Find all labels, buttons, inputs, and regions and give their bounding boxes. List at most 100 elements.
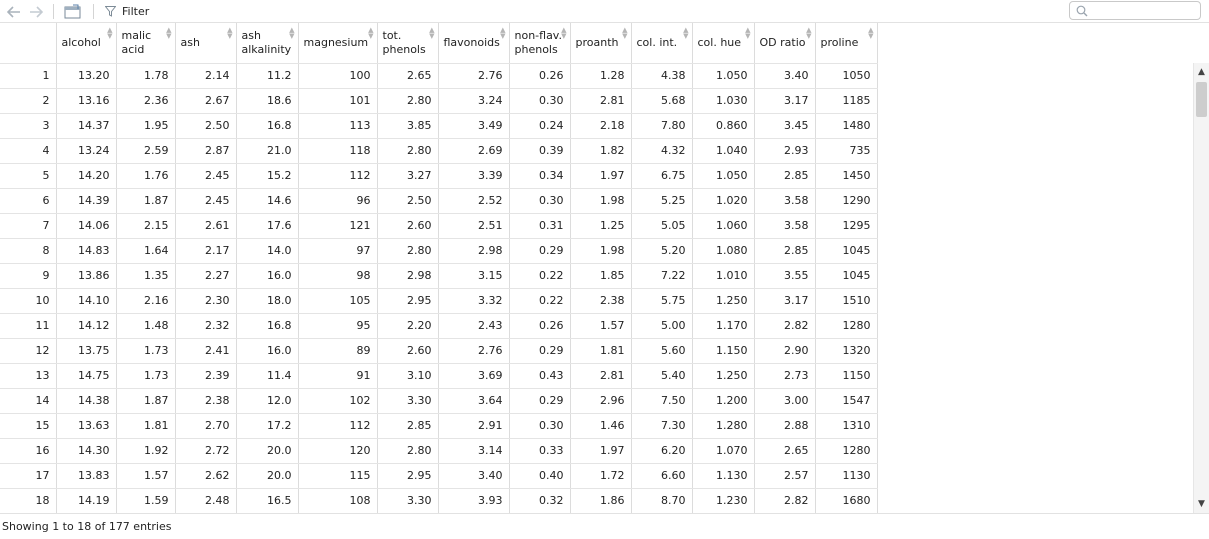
table-cell: 1.97 <box>570 438 632 464</box>
table-cell: 3.40 <box>438 463 510 489</box>
table-cell: 1050 <box>815 63 878 89</box>
column-header[interactable]: proanth ▲ ▼ <box>570 23 632 64</box>
table-cell: 2.43 <box>438 313 510 339</box>
table-cell: 1.010 <box>692 263 755 289</box>
table-cell: 0.22 <box>509 263 571 289</box>
table-cell: 5.00 <box>631 313 693 339</box>
table-cell: 735 <box>815 138 878 164</box>
sort-arrows-icon[interactable]: ▲ ▼ <box>166 26 172 40</box>
table-cell: 5.75 <box>631 288 693 314</box>
sort-arrows-icon[interactable]: ▲ ▼ <box>227 26 233 40</box>
table-row[interactable]: 6 14.39 1.87 2.45 14.6 96 2.50 2.52 0.30 1.98 5.25… <box>0 188 878 214</box>
column-header[interactable]: magnesium ▲ ▼ <box>298 23 378 64</box>
column-header[interactable]: ash ▲ ▼ <box>175 23 237 64</box>
table-cell: 3.30 <box>377 388 439 414</box>
table-cell: 2.20 <box>377 313 439 339</box>
column-header-label: proanth <box>575 35 619 49</box>
row-number: 1 <box>0 63 57 89</box>
search-box[interactable] <box>1069 1 1201 20</box>
table-cell: 1295 <box>815 213 878 239</box>
sort-arrows-icon[interactable]: ▲ ▼ <box>107 26 113 40</box>
table-cell: 2.15 <box>116 213 176 239</box>
table-cell: 2.41 <box>175 338 237 364</box>
column-header[interactable]: ash alkalinity ▲ ▼ <box>236 23 299 64</box>
column-header[interactable]: col. int. ▲ ▼ <box>631 23 693 64</box>
table-row[interactable]: 4 13.24 2.59 2.87 21.0 118 2.80 2.69 0.39 1.82 4.3… <box>0 138 878 164</box>
table-cell: 112 <box>298 413 378 439</box>
table-row[interactable]: 5 14.20 1.76 2.45 15.2 112 3.27 3.39 0.34 1.97 6.7… <box>0 163 878 189</box>
column-header[interactable]: malic acid ▲ ▼ <box>116 23 176 64</box>
table-cell: 5.40 <box>631 363 693 389</box>
table-cell: 20.0 <box>236 463 299 489</box>
table-cell: 17.6 <box>236 213 299 239</box>
table-cell: 3.15 <box>438 263 510 289</box>
table-row[interactable]: 17 13.83 1.57 2.62 20.0 115 2.95 3.40 0.40 1.72 6.… <box>0 463 878 489</box>
table-cell: 2.50 <box>377 188 439 214</box>
table-cell: 2.95 <box>377 463 439 489</box>
table-row[interactable]: 11 14.12 1.48 2.32 16.8 95 2.20 2.43 0.26 1.57 5.0… <box>0 313 878 339</box>
table-row[interactable]: 9 13.86 1.35 2.27 16.0 98 2.98 3.15 0.22 1.85 7.22… <box>0 263 878 289</box>
table-row[interactable]: 8 14.83 1.64 2.17 14.0 97 2.80 2.98 0.29 1.98 5.20… <box>0 238 878 264</box>
sort-arrows-icon[interactable]: ▲ ▼ <box>622 26 628 40</box>
sort-arrows-icon[interactable]: ▲ ▼ <box>745 26 751 40</box>
table-cell: 1130 <box>815 463 878 489</box>
table-row[interactable]: 1 13.20 1.78 2.14 11.2 100 2.65 2.76 0.26 1.28 4.3… <box>0 63 878 89</box>
search-input[interactable] <box>1092 3 1192 18</box>
table-cell: 101 <box>298 88 378 114</box>
row-number: 18 <box>0 488 57 513</box>
forward-arrow-icon[interactable] <box>27 3 45 20</box>
table-cell: 14.12 <box>56 313 117 339</box>
scroll-thumb[interactable] <box>1196 82 1207 117</box>
table-row[interactable]: 16 14.30 1.92 2.72 20.0 120 2.80 3.14 0.33 1.97 6.… <box>0 438 878 464</box>
table-cell: 1.72 <box>570 463 632 489</box>
column-header[interactable]: flavonoids ▲ ▼ <box>438 23 510 64</box>
table-cell: 2.60 <box>377 338 439 364</box>
table-row[interactable]: 10 14.10 2.16 2.30 18.0 105 2.95 3.32 0.22 2.38 5.… <box>0 288 878 314</box>
sort-arrows-icon[interactable]: ▲ ▼ <box>561 26 567 40</box>
table-row[interactable]: 14 14.38 1.87 2.38 12.0 102 3.30 3.64 0.29 2.96 7.… <box>0 388 878 414</box>
table-cell: 1.59 <box>116 488 176 513</box>
column-header[interactable]: alcohol ▲ ▼ <box>56 23 117 64</box>
sort-arrows-icon[interactable]: ▲ ▼ <box>683 26 689 40</box>
vertical-scrollbar[interactable]: ▲ ▼ <box>1193 63 1209 513</box>
sort-arrows-icon[interactable]: ▲ ▼ <box>289 26 295 40</box>
table-cell: 1.81 <box>116 413 176 439</box>
column-header[interactable]: proline ▲ ▼ <box>815 23 878 64</box>
table-cell: 8.70 <box>631 488 693 513</box>
column-header[interactable]: OD ratio ▲ ▼ <box>754 23 816 64</box>
table-row[interactable]: 15 13.63 1.81 2.70 17.2 112 2.85 2.91 0.30 1.46 7.… <box>0 413 878 439</box>
table-cell: 1450 <box>815 163 878 189</box>
table-cell: 102 <box>298 388 378 414</box>
table-row[interactable]: 7 14.06 2.15 2.61 17.6 121 2.60 2.51 0.31 1.25 5.0… <box>0 213 878 239</box>
column-header[interactable]: col. hue ▲ ▼ <box>692 23 755 64</box>
table-cell: 14.06 <box>56 213 117 239</box>
back-arrow-icon[interactable] <box>5 3 23 20</box>
filter-button[interactable]: Filter <box>105 3 165 20</box>
column-header[interactable]: tot. phenols ▲ ▼ <box>377 23 439 64</box>
new-window-icon[interactable] <box>62 3 84 20</box>
table-cell: 21.0 <box>236 138 299 164</box>
scroll-down-icon[interactable]: ▼ <box>1198 499 1205 509</box>
table-cell: 12.0 <box>236 388 299 414</box>
scroll-up-icon[interactable]: ▲ <box>1198 67 1205 77</box>
table-cell: 3.58 <box>754 213 816 239</box>
table-cell: 13.24 <box>56 138 117 164</box>
table-row[interactable]: 3 14.37 1.95 2.50 16.8 113 3.85 3.49 0.24 2.18 7.8… <box>0 113 878 139</box>
sort-arrows-icon[interactable]: ▲ ▼ <box>500 26 506 40</box>
table-cell: 2.98 <box>377 263 439 289</box>
table-cell: 1.57 <box>570 313 632 339</box>
sort-arrows-icon[interactable]: ▲ ▼ <box>429 26 435 40</box>
table-cell: 0.30 <box>509 188 571 214</box>
column-header[interactable]: non-flav. phenols ▲ ▼ <box>509 23 571 64</box>
sort-arrows-icon[interactable]: ▲ ▼ <box>868 26 874 40</box>
table-cell: 1547 <box>815 388 878 414</box>
column-header-label: phenols <box>382 42 426 56</box>
table-row[interactable]: 13 14.75 1.73 2.39 11.4 91 3.10 3.69 0.43 2.81 5.4… <box>0 363 878 389</box>
table-row[interactable]: 12 13.75 1.73 2.41 16.0 89 2.60 2.76 0.29 1.81 5.6… <box>0 338 878 364</box>
table-row[interactable]: 2 13.16 2.36 2.67 18.6 101 2.80 3.24 0.30 2.81 5.6… <box>0 88 878 114</box>
table-body: 1 13.20 1.78 2.14 11.2 100 2.65 2.76 0.26 1.28 4.3… <box>0 63 878 513</box>
table-cell: 2.95 <box>377 288 439 314</box>
table-row[interactable]: 18 14.19 1.59 2.48 16.5 108 3.30 3.93 0.32 1.86 8.… <box>0 488 878 513</box>
sort-arrows-icon[interactable]: ▲ ▼ <box>368 26 374 40</box>
sort-arrows-icon[interactable]: ▲ ▼ <box>806 26 812 40</box>
